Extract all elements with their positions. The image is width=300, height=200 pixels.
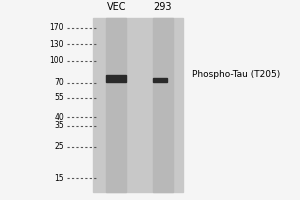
Text: 25: 25 xyxy=(54,142,64,151)
Text: 170: 170 xyxy=(50,23,64,32)
Bar xyxy=(106,18,127,192)
Text: 40: 40 xyxy=(54,113,64,122)
Bar xyxy=(153,78,167,82)
Text: 15: 15 xyxy=(54,174,64,183)
Text: Phospho-Tau (T205): Phospho-Tau (T205) xyxy=(192,70,280,79)
Text: 100: 100 xyxy=(50,56,64,65)
Text: 130: 130 xyxy=(50,40,64,49)
Text: 293: 293 xyxy=(154,2,172,12)
Bar xyxy=(106,75,127,82)
Bar xyxy=(153,18,173,192)
Text: 55: 55 xyxy=(54,93,64,102)
Text: 70: 70 xyxy=(54,78,64,87)
Text: 35: 35 xyxy=(54,121,64,130)
Text: VEC: VEC xyxy=(106,2,126,12)
